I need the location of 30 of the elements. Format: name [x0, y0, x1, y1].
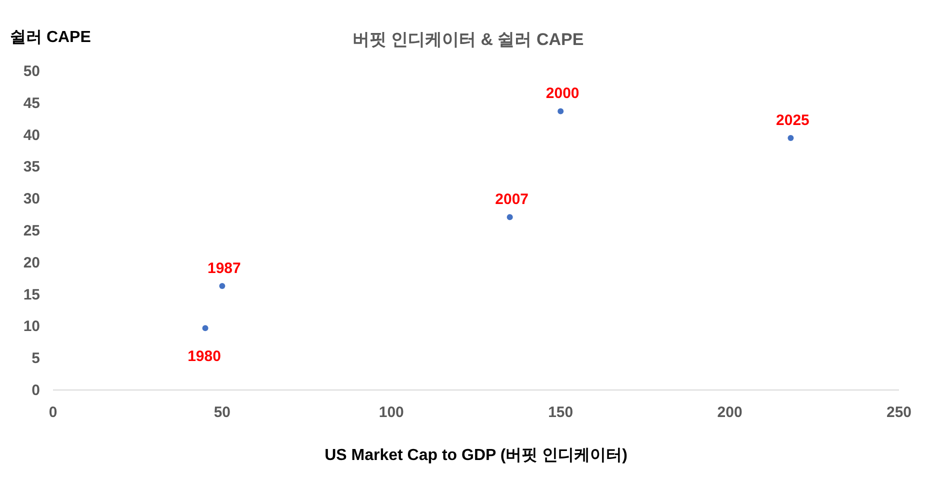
x-tick-label: 200 [717, 404, 742, 421]
annotation: 2000 [546, 85, 580, 102]
x-tick-label: 150 [548, 404, 574, 421]
y-tick-label: 25 [23, 222, 40, 240]
annotation: 2007 [495, 191, 529, 208]
y-tick-label: 30 [23, 190, 40, 208]
annotation: 1987 [208, 260, 241, 278]
x-axis-title: US Market Cap to GDP (버핏 인디케이터) [324, 447, 628, 464]
annotation: 1980 [188, 348, 221, 366]
chart-title: 버핏 인디케이터 & 쉴러 CAPE [352, 30, 584, 49]
y-tick-label: 50 [23, 63, 40, 80]
y-tick-label: 10 [23, 318, 40, 336]
y-tick-label: 15 [23, 286, 40, 304]
point [788, 134, 794, 141]
x-tick-label: 0 [48, 404, 58, 421]
y-tick-label: 35 [23, 158, 40, 176]
point [219, 283, 226, 290]
y-tick-label: 20 [23, 254, 40, 272]
y-tick-label: 45 [23, 94, 40, 112]
y-tick-label: 40 [23, 126, 40, 144]
y-axis-title: 쉴러 CAPE [10, 29, 92, 46]
y-tick-label: 0 [32, 382, 40, 399]
annotation: 2025 [776, 112, 810, 129]
point [202, 325, 208, 332]
y-tick-label: 5 [32, 350, 40, 368]
x-tick-label: 250 [886, 404, 912, 421]
x-tick-label: 100 [378, 404, 404, 421]
point [506, 214, 513, 220]
point [558, 108, 564, 114]
x-tick-label: 50 [214, 404, 231, 421]
